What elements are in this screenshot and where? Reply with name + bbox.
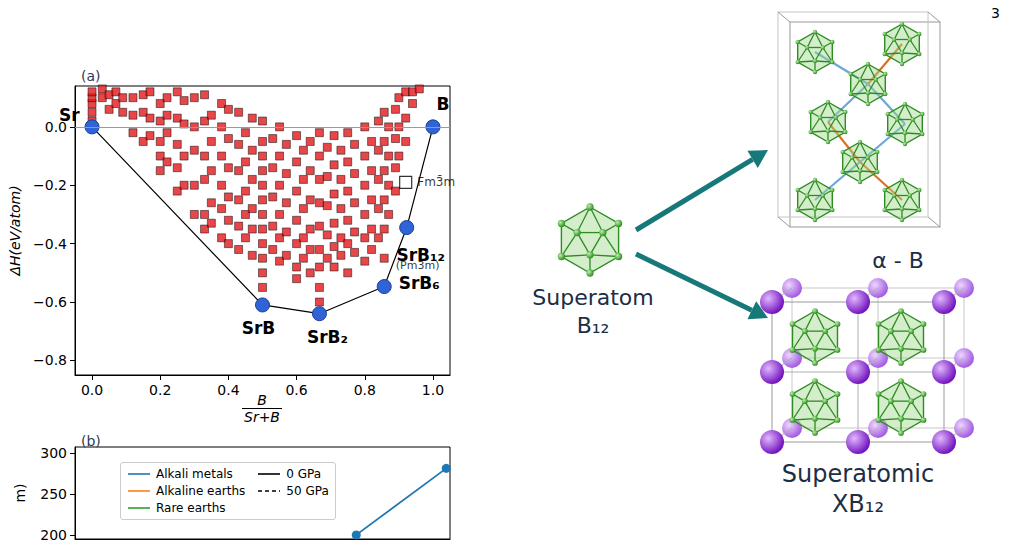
svg-text:B: B (436, 94, 449, 114)
svg-text:ΔH(eV/atom): ΔH(eV/atom) (7, 185, 23, 276)
svg-text:m): m) (12, 483, 28, 502)
svg-text:XB₁₂: XB₁₂ (832, 490, 884, 518)
svg-text:α - B: α - B (872, 248, 924, 273)
svg-text:1.0: 1.0 (422, 382, 444, 398)
svg-text:0.0: 0.0 (81, 382, 103, 398)
svg-text:200: 200 (40, 527, 67, 543)
html-text:Alkaline earths: Alkaline earths (156, 484, 246, 498)
html-text:Alkali metals: Alkali metals (156, 467, 233, 481)
svg-text:(Pm3̄m): (Pm3̄m) (396, 259, 440, 272)
html-text:50 GPa: 50 GPa (286, 484, 329, 498)
svg-text:(a): (a) (81, 68, 101, 84)
svg-text:3: 3 (991, 5, 1000, 21)
svg-text:(b): (b) (81, 433, 101, 449)
html-text:Sr+B: Sr+B (244, 409, 280, 425)
svg-text:0.0: 0.0 (44, 118, 67, 135)
svg-text:0.6: 0.6 (285, 382, 307, 398)
svg-text:0.4: 0.4 (217, 382, 239, 398)
svg-text:0.2: 0.2 (149, 382, 171, 398)
svg-text:0.8: 0.8 (354, 382, 376, 398)
svg-text:−0.8: −0.8 (33, 352, 67, 368)
svg-text:B₁₂: B₁₂ (577, 313, 610, 338)
svg-text:Fm3̄m: Fm3̄m (417, 175, 455, 189)
html-text:B: B (257, 392, 267, 408)
svg-text:Superatom: Superatom (532, 285, 653, 310)
svg-text:SrB₂: SrB₂ (307, 327, 348, 347)
svg-text:250: 250 (40, 486, 67, 502)
svg-text:Superatomic: Superatomic (782, 460, 934, 488)
svg-text:Sr: Sr (59, 105, 80, 125)
svg-text:−0.6: −0.6 (33, 294, 67, 310)
svg-text:SrB₁₂: SrB₁₂ (396, 244, 445, 265)
html-text:Rare earths: Rare earths (156, 501, 226, 515)
svg-text:300: 300 (40, 445, 67, 461)
svg-text:SrB: SrB (242, 318, 276, 338)
svg-text:−0.4: −0.4 (33, 236, 67, 252)
svg-text:−0.2: −0.2 (33, 177, 67, 193)
html-text:0 GPa: 0 GPa (286, 467, 322, 481)
svg-text:SrB₆: SrB₆ (399, 273, 440, 293)
